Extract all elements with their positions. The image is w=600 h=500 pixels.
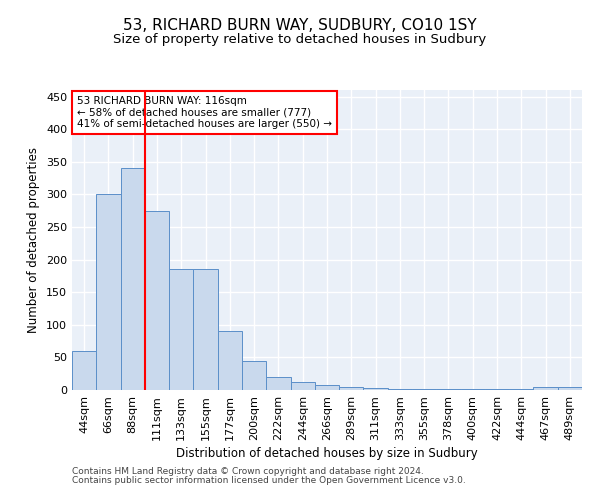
Bar (242, 360, 266, 390)
Bar (218, 332, 242, 390)
Y-axis label: Number of detached properties: Number of detached properties (28, 147, 40, 333)
Bar (96, 194, 121, 390)
Text: Contains HM Land Registry data © Crown copyright and database right 2024.: Contains HM Land Registry data © Crown c… (72, 467, 424, 476)
Bar (436, 388, 461, 390)
Bar (364, 388, 388, 390)
Bar (266, 377, 290, 390)
Bar (169, 270, 193, 390)
Bar (290, 382, 315, 390)
Bar (339, 386, 364, 390)
Text: 53, RICHARD BURN WAY, SUDBURY, CO10 1SY: 53, RICHARD BURN WAY, SUDBURY, CO10 1SY (123, 18, 477, 32)
Text: Size of property relative to detached houses in Sudbury: Size of property relative to detached ho… (113, 32, 487, 46)
Text: Contains public sector information licensed under the Open Government Licence v3: Contains public sector information licen… (72, 476, 466, 485)
X-axis label: Distribution of detached houses by size in Sudbury: Distribution of detached houses by size … (176, 447, 478, 460)
Bar (558, 386, 582, 390)
Bar (533, 386, 558, 390)
Text: 53 RICHARD BURN WAY: 116sqm
← 58% of detached houses are smaller (777)
41% of se: 53 RICHARD BURN WAY: 116sqm ← 58% of det… (77, 96, 332, 129)
Bar (193, 270, 218, 390)
Bar (145, 210, 169, 390)
Bar (72, 351, 96, 390)
Bar (315, 385, 339, 390)
Bar (121, 168, 145, 390)
Bar (412, 388, 436, 390)
Bar (388, 388, 412, 390)
